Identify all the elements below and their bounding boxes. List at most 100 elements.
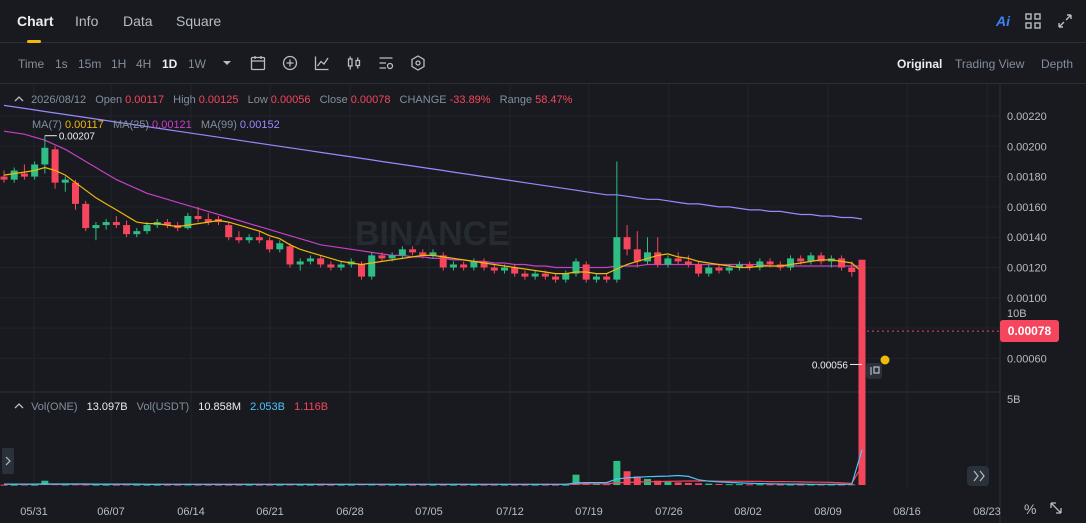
candle-body (756, 261, 764, 268)
interval-15m[interactable]: 15m (78, 57, 102, 71)
view-depth[interactable]: Depth (1041, 57, 1074, 71)
chart-grid (0, 85, 1000, 487)
volume-bar (409, 484, 417, 486)
volume-bar (684, 482, 692, 485)
volume-bar (398, 484, 406, 486)
volume-bar (20, 484, 28, 486)
calendar-icon[interactable] (249, 54, 267, 72)
candle-body (286, 246, 294, 265)
candle-body (439, 255, 447, 268)
candle-body (429, 252, 437, 256)
candle-body (592, 276, 600, 280)
news-flag-icon (866, 363, 882, 379)
y-tick-label: 0.00120 (1007, 263, 1047, 275)
volume-bar (562, 484, 570, 486)
candle-body (633, 249, 641, 262)
volume-bar (664, 481, 672, 485)
volume-bar (603, 484, 611, 486)
candle-body (378, 255, 386, 259)
candle-body (521, 273, 529, 277)
x-tick-label: 06/14 (177, 506, 205, 518)
vol-ma2-value: 1.116B (294, 401, 329, 413)
volume-bar (327, 484, 335, 486)
candle-body (337, 264, 345, 268)
ma7-value: 0.00117 (64, 119, 104, 131)
candle-body (449, 264, 457, 268)
volume-bar (858, 259, 866, 485)
candle-body (562, 273, 570, 280)
candle-body (276, 243, 284, 250)
candle-body (20, 173, 28, 177)
top-tabs: Chart Info Data Square Ai (0, 0, 1086, 43)
ai-icon[interactable]: Ai (996, 13, 1010, 29)
candle-style-icon[interactable] (345, 54, 363, 72)
fullscreen-icon[interactable] (1056, 12, 1074, 30)
grid-layout-icon[interactable] (1024, 12, 1042, 30)
y-tick-label: 0.00180 (1007, 172, 1047, 184)
ma7-label: MA(7) (32, 119, 62, 131)
chart-toolbar: Time 1s 15m 1H 4H 1D 1W Original Trading… (0, 44, 1086, 84)
x-tick-label: 06/07 (97, 506, 125, 518)
y-tick-label: 0.00220 (1007, 111, 1047, 123)
volume-bar (245, 484, 253, 486)
candle-body (838, 258, 846, 268)
x-tick-label: 06/28 (336, 506, 364, 518)
x-tick-label: 07/12 (496, 506, 524, 518)
interval-4h[interactable]: 4H (136, 57, 152, 71)
candle-body (807, 255, 815, 262)
volume-bar (766, 484, 774, 486)
volume-bar (787, 484, 794, 486)
active-tab-indicator (27, 40, 41, 43)
candlestick-chart[interactable]: BINANCE 0.00220 0.00200 0.00180 0.00160 0.00… (0, 85, 1086, 523)
tab-chart[interactable]: Chart (17, 13, 54, 29)
tab-square[interactable]: Square (176, 13, 222, 29)
interval-1d[interactable]: 1D (162, 57, 178, 71)
view-trading-view[interactable]: Trading View (955, 57, 1025, 71)
volume-bar (705, 483, 713, 485)
add-indicator-icon[interactable] (281, 54, 299, 72)
collapse-legend-icon[interactable] (14, 95, 24, 103)
interval-1w[interactable]: 1W (188, 57, 206, 71)
high-label: High (173, 94, 196, 106)
low-label: Low (247, 94, 268, 106)
vol-tick-label: 10B (1007, 308, 1027, 320)
change-value: -33.89% (449, 94, 491, 106)
candle-body (296, 261, 304, 265)
low-value: 0.00056 (270, 94, 311, 106)
candle-body (848, 267, 856, 273)
indicator-chart-icon[interactable] (313, 54, 331, 72)
volume-bar (388, 484, 396, 486)
ohlc-date: 2026/08/12 (31, 94, 87, 106)
tab-info[interactable]: Info (75, 13, 99, 29)
interval-1h[interactable]: 1H (111, 57, 127, 71)
tab-data[interactable]: Data (123, 13, 153, 29)
volume-ma2-line (4, 465, 863, 485)
candle-body (654, 252, 662, 265)
candle-body (480, 261, 488, 268)
candle-body (695, 264, 703, 274)
interval-1s[interactable]: 1s (55, 57, 68, 71)
volume-bar (92, 484, 100, 486)
range-label: Range (499, 94, 533, 106)
volume-bar (715, 483, 723, 485)
volume-bar (174, 484, 182, 486)
vol-one-label: Vol(ONE) (31, 401, 78, 413)
volume-bar (746, 484, 754, 486)
chart-settings-icon[interactable] (377, 54, 395, 72)
volume-bar (439, 484, 447, 486)
open-value: 0.00117 (125, 94, 165, 106)
interval-dropdown-icon[interactable] (218, 54, 236, 72)
volume-bar (521, 484, 529, 486)
candle-body (674, 258, 682, 262)
candle-body (409, 249, 417, 253)
candle-body (0, 176, 8, 180)
collapse-volume-icon[interactable] (14, 402, 24, 410)
candle-body (133, 231, 141, 235)
interval-time[interactable]: Time (18, 57, 45, 71)
x-tick-label: 07/26 (655, 506, 683, 518)
x-tick-label: 06/21 (256, 506, 284, 518)
volume-bar (235, 484, 243, 486)
ma99-line (3, 104, 863, 220)
hexagon-settings-icon[interactable] (409, 54, 427, 72)
view-original[interactable]: Original (897, 57, 943, 71)
